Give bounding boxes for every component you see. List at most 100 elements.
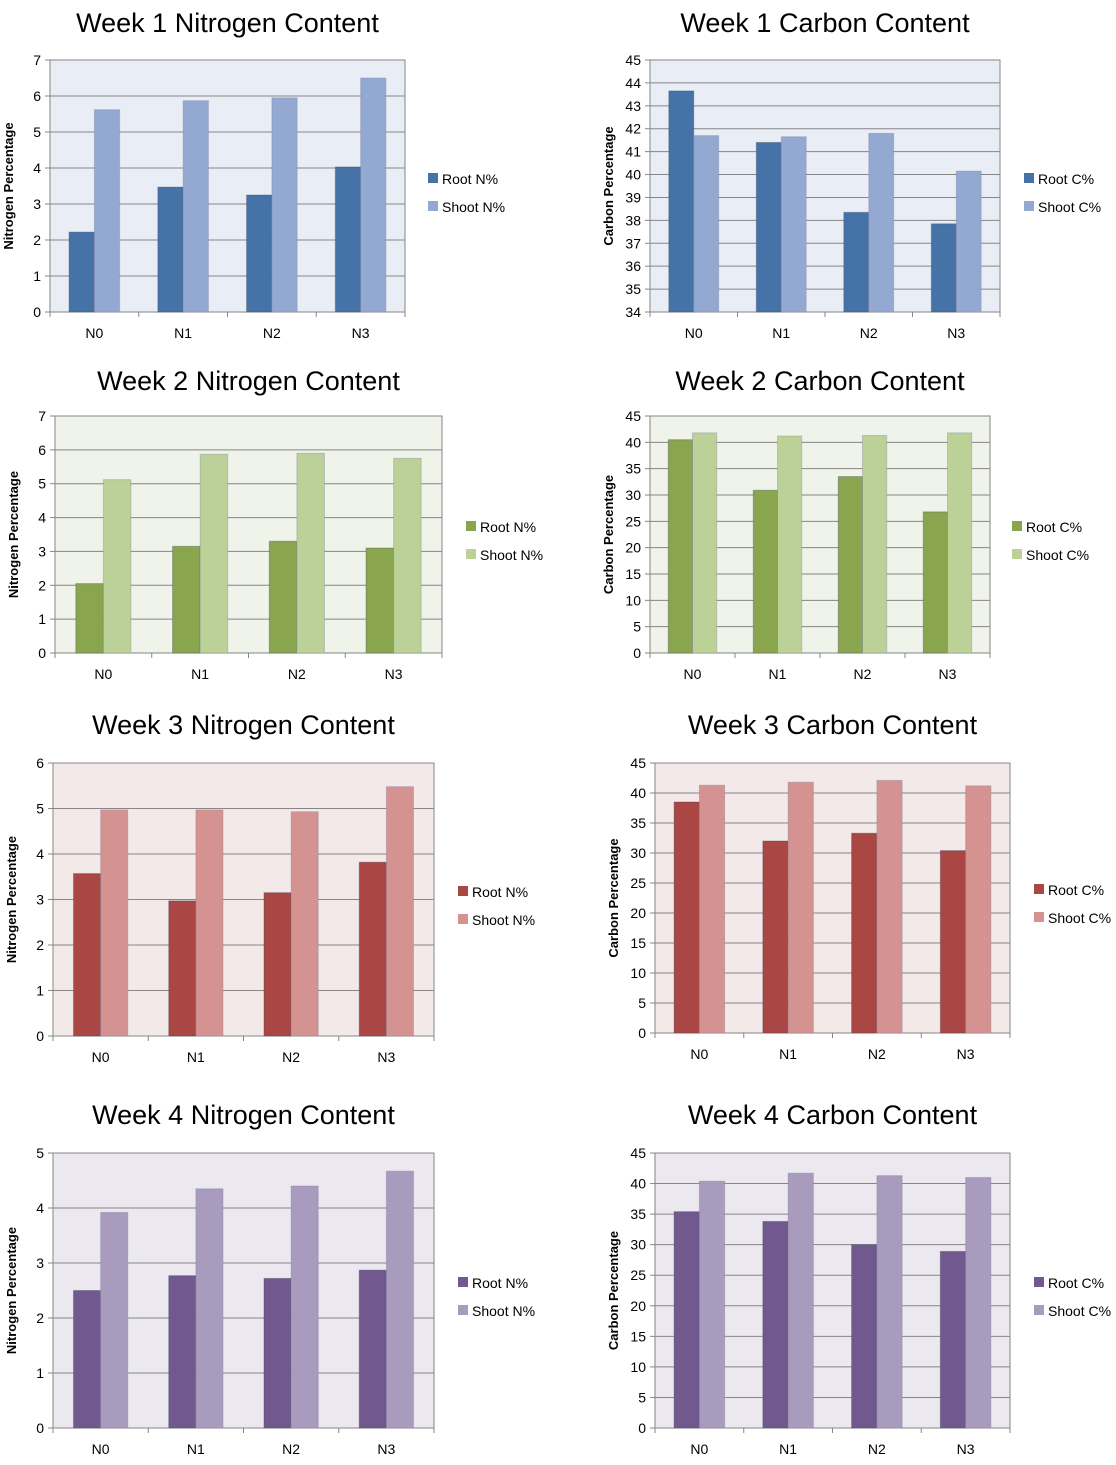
legend-swatch xyxy=(466,521,476,531)
y-tick-label: 5 xyxy=(33,124,41,140)
y-tick-label: 35 xyxy=(630,1206,646,1222)
chart-week4-nitrogen: Week 4 Nitrogen Content 0 1 2 3 4 5 Nitrogen Pe… xyxy=(0,1090,560,1460)
y-tick-label: 2 xyxy=(36,937,44,953)
bar-root xyxy=(673,1211,700,1429)
bar-root xyxy=(168,1275,197,1429)
chart-week1-carbon: Week 1 Carbon Content 34 35 36 37 38 39 40 41 42 4… xyxy=(556,0,1116,345)
x-tick-label: N2 xyxy=(868,1441,886,1457)
x-tick-label: N3 xyxy=(947,325,965,341)
bar-root xyxy=(75,583,104,654)
bar-shoot xyxy=(868,132,895,313)
legend-swatch xyxy=(1012,521,1022,531)
y-tick-label: 36 xyxy=(625,258,641,274)
bar-shoot xyxy=(393,457,422,654)
chart-title: Week 1 Nitrogen Content xyxy=(76,8,379,38)
legend-swatch xyxy=(466,549,476,559)
y-tick-label: 3 xyxy=(36,892,44,908)
legend-label: Root N% xyxy=(442,171,498,187)
y-tick-label: 44 xyxy=(625,75,641,91)
bar-shoot xyxy=(199,453,229,654)
y-tick-label: 2 xyxy=(36,1310,44,1326)
y-tick-label: 5 xyxy=(38,476,46,492)
y-tick-label: 0 xyxy=(36,1028,44,1044)
y-tick-label: 15 xyxy=(630,1328,646,1344)
x-tick-label: N0 xyxy=(92,1049,110,1065)
bar-root xyxy=(358,1269,387,1429)
bar-shoot xyxy=(965,1176,992,1429)
chart-title: Week 2 Carbon Content xyxy=(675,366,965,396)
chart-svg: Week 3 Carbon Content 0 5 10 15 20 25 30 35 40 45 C… xyxy=(606,710,1111,1062)
chart-week4-carbon: Week 4 Carbon Content 0 5 10 15 20 25 30 35 40 45 C… xyxy=(556,1090,1116,1460)
bar-shoot xyxy=(271,97,298,313)
bar-root xyxy=(843,211,870,313)
legend-swatch xyxy=(1034,912,1044,922)
y-tick-label: 0 xyxy=(33,304,41,320)
y-tick-label: 45 xyxy=(625,408,641,424)
y-tick-label: 37 xyxy=(625,235,641,251)
legend-label: Root C% xyxy=(1026,519,1082,535)
chart-svg: Week 2 Carbon Content 0 5 10 15 20 25 30 35 40 45 C… xyxy=(601,366,1089,682)
y-tick-label: 43 xyxy=(625,98,641,114)
y-tick-label: 40 xyxy=(630,1176,646,1192)
x-tick-label: N1 xyxy=(779,1441,797,1457)
y-tick-label: 45 xyxy=(625,52,641,68)
bar-shoot xyxy=(182,100,209,313)
y-tick-label: 20 xyxy=(625,540,641,556)
x-tick-label: N3 xyxy=(352,325,370,341)
y-tick-label: 10 xyxy=(630,965,646,981)
x-tick-label: N2 xyxy=(288,666,306,682)
y-tick-label: 35 xyxy=(625,281,641,297)
x-tick-label: N1 xyxy=(174,325,192,341)
x-tick-label: N3 xyxy=(957,1046,975,1062)
legend-swatch xyxy=(1034,1277,1044,1287)
bar-shoot xyxy=(876,779,903,1034)
x-tick-label: N1 xyxy=(187,1441,205,1457)
x-tick-label: N3 xyxy=(385,666,403,682)
legend-label: Shoot N% xyxy=(480,547,543,563)
y-axis-label: Carbon Percentage xyxy=(601,475,616,594)
y-axis-label: Nitrogen Percentage xyxy=(4,836,19,963)
y-axis-label: Carbon Percentage xyxy=(606,838,621,957)
y-tick-label: 40 xyxy=(625,434,641,450)
y-axis-label: Carbon Percentage xyxy=(606,1231,621,1350)
y-tick-label: 35 xyxy=(630,815,646,831)
y-tick-label: 39 xyxy=(625,189,641,205)
bar-shoot xyxy=(693,135,720,313)
y-tick-label: 0 xyxy=(38,645,46,661)
x-tick-label: N3 xyxy=(957,1441,975,1457)
y-tick-label: 3 xyxy=(38,543,46,559)
chart-svg: Week 4 Nitrogen Content 0 1 2 3 4 5 Nitrogen Pe… xyxy=(4,1100,535,1457)
x-tick-label: N3 xyxy=(377,1441,395,1457)
bar-shoot xyxy=(100,809,129,1037)
bar-shoot xyxy=(876,1175,903,1429)
legend-swatch xyxy=(1012,549,1022,559)
bar-shoot xyxy=(698,1180,726,1429)
bar-root xyxy=(268,540,298,654)
y-tick-label: 6 xyxy=(33,88,41,104)
chart-svg: Week 3 Nitrogen Content 0 1 2 3 4 5 6 Nitrogen P… xyxy=(4,710,535,1065)
bar-root xyxy=(365,547,395,654)
bar-root xyxy=(667,439,694,654)
y-tick-label: 4 xyxy=(33,160,41,176)
y-tick-label: 4 xyxy=(36,846,44,862)
chart-svg: Week 1 Carbon Content 34 35 36 37 38 39 40 41 42 4… xyxy=(601,8,1101,341)
x-tick-label: N0 xyxy=(94,666,112,682)
legend-swatch xyxy=(1034,1305,1044,1315)
legend-swatch xyxy=(458,914,468,924)
bar-shoot xyxy=(698,784,726,1034)
legend-swatch xyxy=(1024,173,1034,183)
y-tick-label: 6 xyxy=(38,442,46,458)
bar-root xyxy=(922,511,948,654)
legend-swatch xyxy=(428,173,438,183)
chart-week2-carbon: Week 2 Carbon Content 0 5 10 15 20 25 30 35 40 45 C… xyxy=(556,356,1116,691)
x-tick-label: N0 xyxy=(85,325,103,341)
x-tick-label: N1 xyxy=(772,325,790,341)
bar-root xyxy=(246,194,273,313)
y-axis-label: Nitrogen Percentage xyxy=(4,1227,19,1354)
bar-root xyxy=(168,900,197,1037)
y-tick-label: 15 xyxy=(625,566,641,582)
y-tick-label: 25 xyxy=(630,1267,646,1283)
y-tick-label: 30 xyxy=(630,845,646,861)
bar-shoot xyxy=(947,432,973,654)
legend-swatch xyxy=(428,201,438,211)
